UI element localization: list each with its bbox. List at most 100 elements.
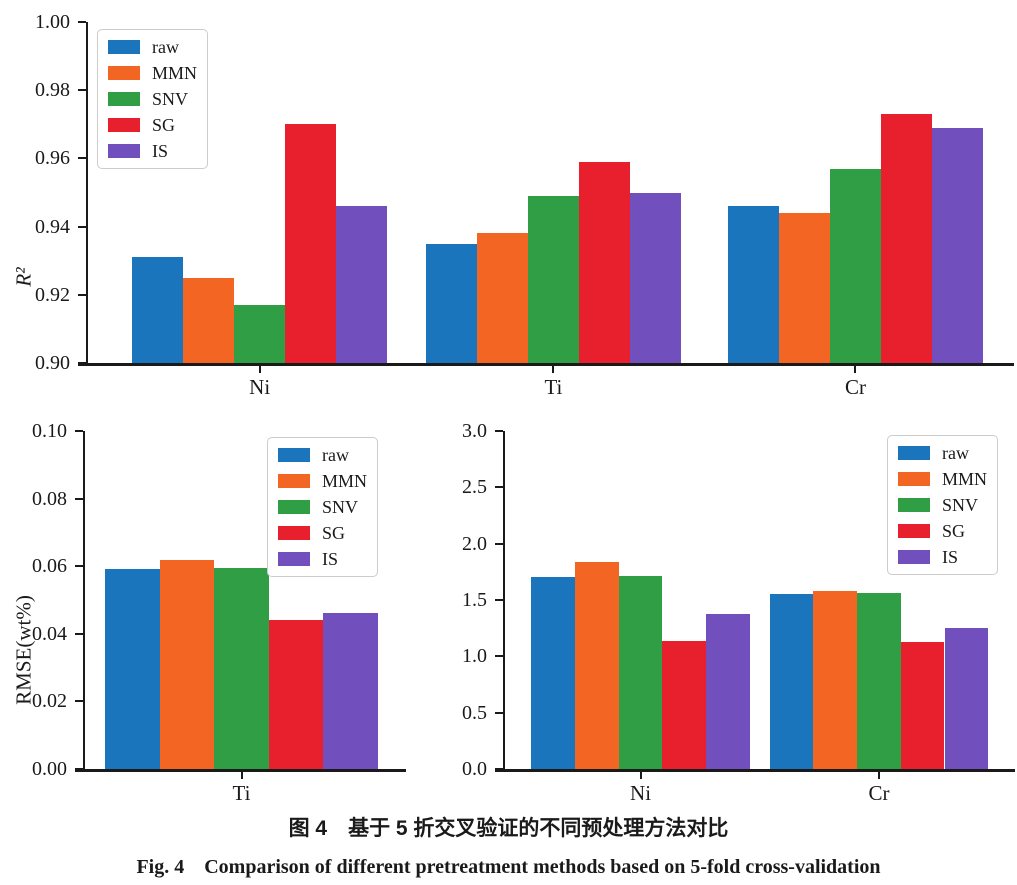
y-tick-label: 0.06 [32, 555, 67, 578]
legend-label-raw: raw [321, 445, 349, 465]
y-tick [75, 768, 83, 770]
legend: raw MMN SNV SG IS [886, 435, 998, 575]
legend-swatch-SNV [897, 498, 930, 512]
y-tick [75, 700, 83, 703]
y-tick [495, 486, 503, 489]
bar-Ti-SNV [527, 195, 579, 363]
y-tick [78, 225, 86, 228]
legend-item: SNV [108, 89, 197, 109]
y-tick-label: 1.0 [462, 645, 487, 668]
legend-swatch-SG [277, 526, 310, 540]
bar-Ni-SG [285, 124, 337, 363]
bar-Ti-SG [578, 161, 631, 363]
y-tick-label: 2.5 [462, 476, 487, 499]
legend-swatch-raw [897, 446, 930, 460]
caption-english: Fig. 4 Comparison of different pretreatm… [136, 856, 881, 878]
bar-Cr-SG [900, 641, 945, 769]
legend-item: IS [108, 141, 197, 161]
legend-label-SG: SG [152, 115, 176, 135]
legend-swatch-raw [277, 448, 310, 462]
y-tick [75, 430, 83, 432]
bar-Ti-SG [268, 620, 324, 769]
legend-label-SG: SG [321, 523, 345, 543]
bar-Cr-SNV [829, 168, 881, 363]
legend-swatch-IS [277, 552, 310, 566]
legend-item: SNV [897, 495, 987, 515]
y-tick-label: 0.04 [32, 622, 67, 645]
x-tick [258, 365, 261, 373]
y-tick-label: 0.08 [32, 487, 67, 510]
bar-Ni-MMN [183, 277, 235, 363]
legend-item: raw [108, 37, 197, 57]
y-tick-label: 0.98 [35, 79, 70, 102]
legend-label-SG: SG [941, 521, 965, 541]
legend-label-MMN: MMN [321, 471, 367, 491]
y-tick [78, 362, 86, 364]
y-tick [495, 768, 503, 770]
y-tick-label: 3.0 [462, 420, 487, 442]
y-tick [495, 542, 503, 545]
bar-Ni-MMN [575, 561, 619, 769]
legend-label-MMN: MMN [941, 469, 987, 489]
x-tick-label: Ti [544, 375, 563, 399]
x-tick-label: Cr [844, 375, 866, 399]
x-tick-label: Cr [868, 781, 890, 805]
bar-Ni-IS [706, 613, 750, 769]
legend-item: MMN [277, 471, 367, 491]
bar-Ti-raw [425, 243, 477, 363]
x-tick-label: Ni [249, 375, 271, 399]
y-tick-label: 0.92 [35, 283, 70, 306]
legend: raw MMN SNV SG IS [97, 29, 209, 169]
x-axis-spine [495, 769, 1015, 772]
legend-item: MMN [108, 63, 197, 83]
legend-label-raw: raw [941, 443, 969, 463]
y-axis-spine [503, 431, 505, 771]
x-tick-label: Ti [232, 781, 251, 805]
y-tick [78, 89, 86, 92]
legend-swatch-MMN [277, 474, 310, 488]
bar-Cr-raw [769, 594, 814, 769]
y-tick [495, 711, 503, 714]
x-tick [552, 365, 555, 373]
bar-Ni-SNV [618, 576, 663, 769]
y-tick-label: 1.00 [35, 11, 70, 33]
y-tick-label: 0.10 [32, 420, 67, 442]
y-tick [75, 565, 83, 568]
y-tick-label: 0.00 [32, 758, 67, 780]
legend-label-raw: raw [152, 37, 179, 57]
bar-Cr-MMN [813, 590, 858, 769]
y-axis-spine [86, 22, 88, 365]
y-tick-label: 0.96 [35, 147, 70, 170]
legend-item: IS [277, 549, 367, 569]
y-axis-spine [83, 431, 85, 771]
legend-swatch-raw [108, 40, 140, 54]
y-tick [78, 21, 86, 23]
legend-label-SNV: SNV [321, 497, 358, 517]
y-tick-label: 0.94 [35, 215, 70, 238]
y-tick-label: 2.0 [462, 532, 487, 555]
y-tick-label: 0.02 [32, 690, 67, 713]
x-tick [877, 771, 880, 779]
bar-Cr-IS [932, 127, 984, 363]
legend-swatch-MMN [108, 66, 140, 80]
y-tick-label: 0.0 [462, 758, 487, 780]
legend-item: SNV [277, 497, 367, 517]
x-axis-spine [75, 769, 406, 772]
x-tick [639, 771, 642, 779]
bar-Ni-SG [662, 640, 707, 769]
x-tick [240, 771, 243, 779]
legend-item: IS [897, 547, 987, 567]
legend-label-IS: IS [152, 141, 169, 161]
bar-Ti-SNV [214, 567, 269, 769]
y-tick-label: 1.5 [462, 589, 487, 611]
bar-Cr-raw [727, 206, 779, 363]
legend-item: SG [277, 523, 367, 543]
y-tick [495, 430, 503, 432]
legend-swatch-SNV [277, 500, 310, 514]
legend-swatch-IS [108, 144, 140, 158]
y-tick [495, 655, 503, 658]
y-tick-label: 0.90 [35, 352, 70, 374]
